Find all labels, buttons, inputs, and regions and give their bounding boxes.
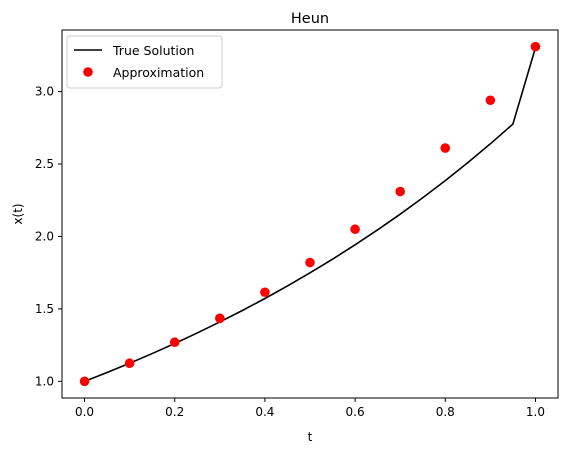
approximation-point bbox=[530, 41, 541, 52]
x-tick-label: 0.0 bbox=[75, 405, 94, 419]
approximation-point bbox=[124, 358, 135, 369]
approximation-point bbox=[305, 257, 315, 268]
x-axis-ticks: 0.0 0.2 0.4 0.6 0.8 1.0 bbox=[75, 398, 545, 419]
y-axis-ticks: 1.0 1.5 2.0 2.5 3.0 bbox=[35, 85, 62, 388]
y-tick-label: 3.0 bbox=[35, 85, 54, 99]
y-tick-label: 2.0 bbox=[35, 229, 54, 243]
approximation-point bbox=[215, 313, 225, 324]
true-solution-line bbox=[84, 47, 537, 383]
legend-marker-swatch bbox=[83, 67, 93, 77]
approximation-point bbox=[485, 95, 496, 106]
approximation-point bbox=[350, 224, 360, 235]
y-tick-label: 2.5 bbox=[35, 157, 54, 171]
y-tick-label: 1.0 bbox=[35, 374, 54, 388]
legend-label-approximation: Approximation bbox=[113, 65, 204, 80]
legend-box bbox=[66, 35, 223, 89]
approximation-point bbox=[260, 287, 270, 298]
x-tick-label: 0.8 bbox=[436, 405, 455, 419]
x-tick-label: 0.2 bbox=[165, 405, 184, 419]
x-tick-label: 0.4 bbox=[255, 405, 274, 419]
y-axis-label: x(t) bbox=[11, 203, 25, 224]
chart-title: Heun bbox=[291, 11, 329, 27]
y-tick-label: 1.5 bbox=[35, 302, 54, 316]
legend-label-true-solution: True Solution bbox=[112, 43, 194, 58]
approximation-point bbox=[169, 337, 180, 348]
x-tick-label: 0.6 bbox=[346, 405, 365, 419]
legend: True Solution Approximation bbox=[66, 35, 223, 89]
x-axis-label: t bbox=[308, 430, 313, 444]
series-layer bbox=[79, 41, 541, 387]
approximation-point bbox=[440, 143, 451, 153]
approximation-point bbox=[395, 186, 405, 197]
x-tick-label: 1.0 bbox=[526, 405, 545, 419]
approximation-point bbox=[79, 376, 90, 387]
plot-area bbox=[61, 29, 559, 399]
